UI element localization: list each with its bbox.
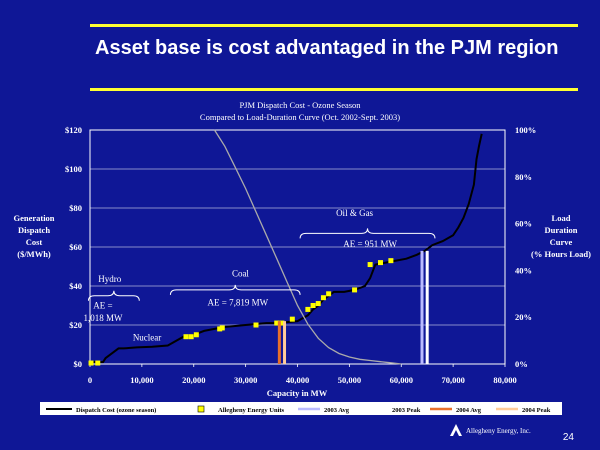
y-left-tick-label: $80 [69, 203, 82, 213]
y-left-tick-label: $100 [65, 164, 82, 174]
allegheny-units-group [88, 258, 394, 366]
y-right-tick-label: 20% [515, 312, 532, 322]
allegheny-unit-point [279, 320, 285, 326]
braces [87, 228, 436, 301]
y-left-tick-label: $60 [69, 242, 82, 252]
bottom-rule [90, 88, 578, 91]
legend-label: 2003 Avg [324, 407, 350, 414]
brace [169, 284, 301, 295]
axis-ticks: $0 $20 $40 $60 $80 $100 $120 0% 20% 40% 60% 80% 100%… [65, 125, 536, 385]
annotation-label: Nuclear [133, 333, 161, 343]
axis-titles: Generation Dispatch Cost ($/MWh) Load Duratio… [13, 213, 591, 259]
y-left-axis-label: Dispatch [18, 225, 50, 235]
annotation-label: AE = 951 MW [343, 239, 397, 249]
annotations: Hydro AE = 1,018 MW Nuclear Coal AE = 7,819 M… [83, 208, 397, 343]
allegheny-unit-point [219, 325, 225, 331]
allegheny-logo-mark [450, 424, 462, 436]
marker-bar-2004-peak [283, 321, 287, 364]
allegheny-unit-point [289, 316, 295, 322]
y-left-axis-label: ($/MWh) [17, 249, 51, 259]
legend-label: 2004 Peak [522, 407, 551, 414]
annotation-label: 1,018 MW [83, 313, 123, 323]
y-left-tick-label: $120 [65, 125, 82, 135]
annotation-label: AE = 7,819 MW [208, 298, 269, 308]
x-tick-label: 60,000 [390, 375, 413, 385]
page-number: 24 [562, 432, 574, 443]
legend-swatch-units [197, 405, 205, 413]
brace [299, 228, 436, 239]
x-tick-label: 50,000 [338, 375, 361, 385]
y-right-tick-label: 100% [515, 125, 536, 135]
marker-bar-2003-avg [420, 250, 424, 364]
legend-label: Allegheny Energy Units [218, 407, 285, 414]
allegheny-unit-point [388, 258, 394, 264]
allegheny-unit-point [326, 291, 332, 297]
allegheny-unit-point [378, 260, 383, 266]
annotation-label: Oil & Gas [336, 208, 373, 218]
allegheny-unit-point [193, 332, 199, 338]
x-tick-label: 0 [88, 375, 92, 385]
y-right-axis-label: (% Hours Load) [531, 249, 591, 259]
x-axis-label: Capacity in MW [267, 388, 328, 398]
allegheny-unit-point [253, 322, 259, 328]
allegheny-unit-point [217, 326, 223, 332]
allegheny-unit-point [320, 295, 326, 301]
allegheny-unit-point [315, 301, 321, 307]
x-tick-label: 80,000 [493, 375, 516, 385]
chart-subtitle: Compared to Load-Duration Curve (Oct. 20… [200, 112, 400, 122]
x-tick-label: 30,000 [234, 375, 257, 385]
x-tick-label: 70,000 [441, 375, 464, 385]
x-tick-label: 10,000 [130, 375, 153, 385]
brace [87, 290, 140, 301]
legend: Dispatch Cost (ozone season) Allegheny En… [46, 405, 551, 414]
legend-label: 2004 Avg [456, 407, 482, 414]
allegheny-unit-point [367, 262, 373, 268]
y-right-axis-label: Curve [550, 237, 573, 247]
y-left-tick-label: $20 [69, 320, 82, 330]
annotation-label: Hydro [98, 274, 121, 284]
y-right-tick-label: 40% [515, 265, 532, 275]
allegheny-unit-point [310, 303, 316, 308]
x-tick-label: 40,000 [286, 375, 309, 385]
allegheny-unit-point [95, 360, 101, 366]
slide-title: Asset base is cost advantaged in the PJM… [95, 37, 559, 59]
y-right-tick-label: 60% [515, 219, 532, 229]
annotation-label: AE = [93, 300, 112, 310]
y-left-axis-label: Generation [13, 213, 54, 223]
chart-title: PJM Dispatch Cost - Ozone Season [239, 100, 361, 110]
logo-text: Allegheny Energy, Inc. [466, 427, 531, 435]
y-left-tick-label: $0 [74, 359, 83, 369]
x-tick-label: 20,000 [182, 375, 205, 385]
y-right-tick-label: 0% [515, 359, 528, 369]
allegheny-unit-point [305, 306, 311, 312]
top-rule [90, 24, 578, 27]
gridlines [90, 168, 505, 326]
load-duration-line [213, 129, 402, 365]
legend-label: 2003 Peak [392, 407, 421, 414]
legend-label: Dispatch Cost (ozone season) [76, 407, 156, 414]
y-right-axis-label: Load [552, 213, 571, 223]
marker-bar-2003-peak [425, 250, 429, 364]
allegheny-unit-point [183, 334, 189, 340]
marker-bar-2004-avg [277, 321, 281, 364]
y-right-axis-label: Duration [544, 225, 577, 235]
allegheny-unit-point [188, 334, 194, 340]
allegheny-unit-point [274, 320, 280, 326]
annotation-label: Coal [232, 268, 249, 278]
marker-bars [277, 250, 429, 364]
y-right-tick-label: 80% [515, 172, 532, 182]
y-left-tick-label: $40 [69, 281, 82, 291]
allegheny-unit-point [88, 360, 94, 366]
allegheny-unit-point [352, 287, 358, 293]
y-left-axis-label: Cost [26, 237, 43, 247]
